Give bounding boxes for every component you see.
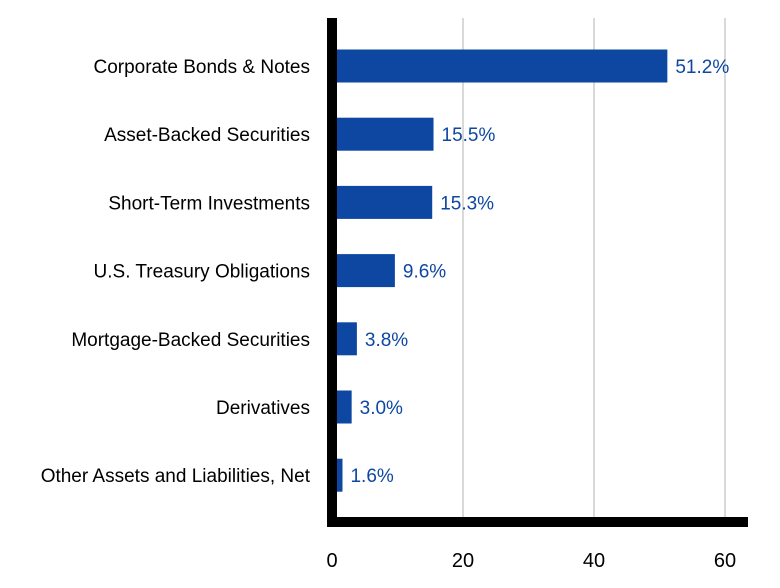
bar	[337, 458, 343, 492]
category-label: Asset-Backed Securities	[104, 125, 310, 146]
category-labels: Corporate Bonds & Notes Asset-Backed Secu…	[41, 57, 311, 487]
axes	[327, 18, 748, 527]
category-label: Corporate Bonds & Notes	[93, 57, 310, 78]
bar	[337, 49, 668, 83]
category-label: U.S. Treasury Obligations	[94, 262, 310, 283]
data-label: 51.2%	[675, 57, 729, 78]
bar	[337, 390, 352, 424]
data-label: 1.6%	[350, 466, 393, 487]
value-labels: 51.2% 15.5% 15.3% 9.6% 3.8% 3.0% 1.6%	[350, 57, 729, 487]
data-label: 3.8%	[365, 330, 408, 351]
bar	[337, 322, 357, 356]
category-label: Other Assets and Liabilities, Net	[41, 466, 311, 487]
x-tick-label: 0	[326, 550, 337, 572]
category-label: Derivatives	[216, 398, 310, 419]
category-label: Mortgage-Backed Securities	[71, 330, 310, 351]
data-label: 15.3%	[440, 193, 494, 214]
category-label: Short-Term Investments	[108, 193, 310, 214]
data-label: 15.5%	[442, 125, 496, 146]
x-tick-labels: 0 20 40 60	[326, 550, 736, 572]
x-tick-label: 40	[583, 550, 605, 572]
gridlines	[462, 18, 726, 522]
bar	[337, 117, 434, 151]
data-label: 9.6%	[403, 262, 446, 283]
bars	[337, 49, 668, 492]
x-tick-label: 20	[452, 550, 474, 572]
bar	[337, 185, 433, 219]
bar	[337, 254, 395, 288]
data-label: 3.0%	[360, 398, 403, 419]
x-tick-label: 60	[714, 550, 736, 572]
